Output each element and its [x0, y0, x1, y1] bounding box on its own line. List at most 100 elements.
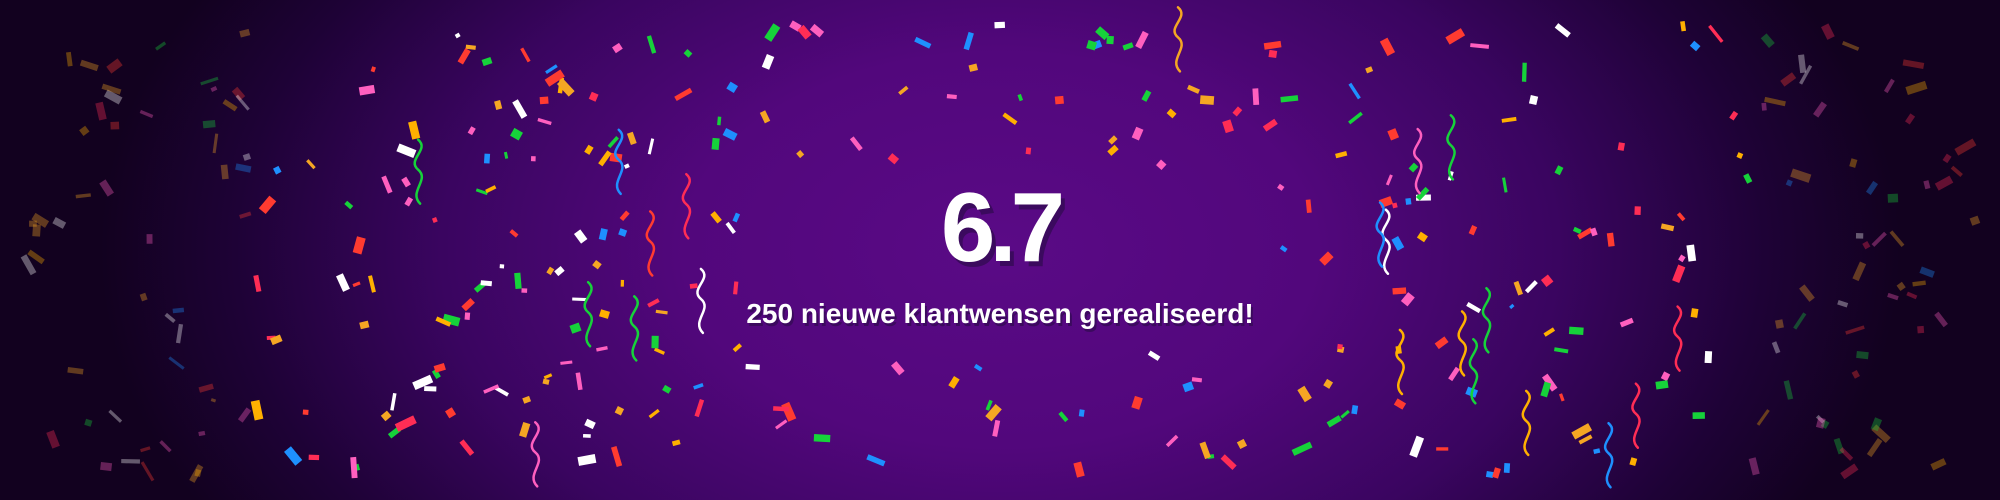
confetti-piece: [237, 407, 252, 423]
confetti-piece: [584, 418, 596, 430]
confetti-piece: [539, 96, 549, 105]
confetti-piece: [1387, 128, 1400, 141]
streamer: [1631, 382, 1641, 449]
confetti-piece: [79, 125, 90, 137]
streamer: [1468, 337, 1479, 405]
confetti-piece: [573, 229, 588, 244]
confetti-piece: [1365, 66, 1374, 74]
confetti-piece: [1141, 89, 1152, 102]
confetti-piece: [1919, 266, 1935, 278]
confetti-piece: [1799, 64, 1813, 85]
confetti-piece: [336, 273, 350, 292]
confetti-piece: [1761, 102, 1767, 111]
confetti-piece: [968, 63, 979, 72]
streamer: [1173, 6, 1183, 73]
confetti-piece: [29, 220, 37, 227]
confetti-piece: [1393, 398, 1407, 410]
confetti-piece: [1468, 225, 1478, 236]
confetti-piece: [588, 91, 599, 102]
confetti-piece: [175, 323, 184, 344]
confetti-piece: [1934, 311, 1948, 328]
confetti-piece: [646, 35, 657, 54]
confetti-piece: [467, 126, 476, 136]
confetti-piece: [146, 234, 153, 244]
confetti-piece: [1692, 412, 1705, 420]
confetti-piece: [722, 128, 738, 141]
confetti-piece: [1708, 24, 1724, 43]
confetti-piece: [370, 66, 376, 73]
confetti-piece: [431, 368, 441, 380]
confetti-piece: [1790, 168, 1812, 183]
confetti-piece: [575, 372, 583, 391]
confetti-piece: [764, 23, 781, 42]
confetti-piece: [973, 363, 983, 372]
confetti-piece: [273, 165, 282, 175]
confetti-piece: [1297, 385, 1312, 403]
confetti-piece: [1131, 395, 1143, 410]
confetti-piece: [1760, 33, 1775, 48]
confetti-piece: [898, 85, 909, 96]
confetti-piece: [1528, 95, 1539, 106]
confetti-piece: [1448, 366, 1460, 382]
confetti-piece: [674, 87, 693, 102]
streamer: [413, 138, 424, 205]
confetti-piece: [1686, 244, 1697, 262]
confetti-piece: [1348, 82, 1361, 100]
confetti-piece: [543, 373, 553, 380]
confetti-piece: [164, 312, 176, 324]
confetti-piece: [189, 464, 204, 483]
confetti-piece: [1252, 88, 1260, 106]
confetti-piece: [1815, 417, 1826, 429]
confetti-piece: [514, 272, 522, 289]
confetti-piece: [1191, 377, 1203, 383]
streamer: [1457, 310, 1468, 377]
confetti-piece: [620, 279, 625, 287]
confetti-piece: [503, 151, 509, 159]
confetti-piece: [611, 445, 623, 468]
confetti-piece: [1054, 95, 1064, 105]
confetti-piece: [1078, 409, 1085, 417]
confetti-piece: [394, 415, 417, 432]
confetti-piece: [1335, 151, 1348, 159]
confetti-piece: [1521, 62, 1527, 82]
confetti-piece: [963, 31, 974, 51]
confetti-piece: [1073, 461, 1085, 478]
confetti-piece: [84, 418, 93, 427]
confetti-piece: [1568, 326, 1584, 335]
confetti-piece: [1086, 40, 1098, 51]
confetti-piece: [1232, 106, 1243, 117]
confetti-piece: [1889, 230, 1905, 247]
confetti-piece: [1222, 119, 1234, 134]
confetti-piece: [1122, 42, 1134, 51]
confetti-piece: [1379, 37, 1396, 57]
confetti-piece: [494, 100, 503, 110]
confetti-piece: [454, 32, 461, 39]
confetti-piece: [67, 367, 84, 375]
confetti-piece: [1619, 317, 1634, 328]
confetti-piece: [465, 44, 476, 50]
confetti-piece: [512, 99, 528, 119]
confetti-piece: [1466, 302, 1482, 314]
confetti-piece: [599, 309, 610, 319]
confetti-piece: [726, 81, 739, 94]
confetti-piece: [1852, 261, 1867, 282]
confetti-piece: [1887, 193, 1899, 203]
confetti-piece: [733, 281, 739, 295]
confetti-piece: [849, 136, 863, 151]
confetti-piece: [1445, 28, 1466, 45]
confetti-piece: [1220, 454, 1237, 470]
confetti-piece: [1340, 409, 1350, 419]
confetti-piece: [464, 312, 471, 320]
confetti-piece: [1799, 284, 1815, 302]
confetti-piece: [344, 200, 354, 210]
confetti-piece: [358, 84, 376, 96]
confetti-piece: [1540, 381, 1552, 398]
confetti-piece: [1392, 287, 1407, 295]
confetti-piece: [1166, 108, 1177, 119]
confetti-piece: [396, 143, 417, 159]
confetti-piece: [1866, 437, 1883, 458]
confetti-piece: [139, 109, 154, 119]
confetti-piece: [509, 229, 519, 238]
confetti-piece: [483, 384, 500, 394]
